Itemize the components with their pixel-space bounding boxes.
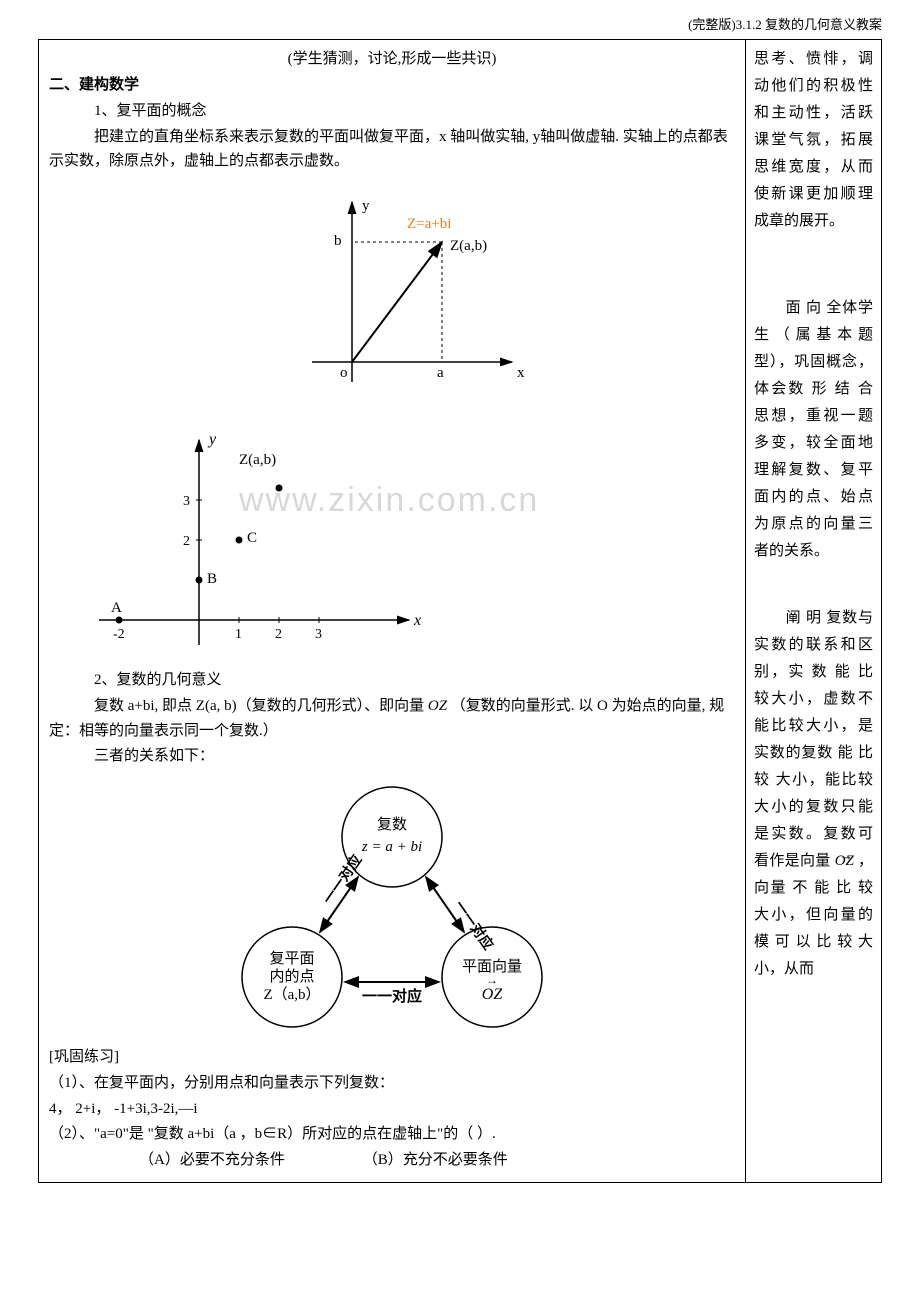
side-p1: 思考、愤悱，调动他们的积极性和主动性，活跃课堂气氛，拓展思维宽度，从而使新课更加… <box>754 46 873 235</box>
figure-1: y x o a b Z=a+bi Z(a,b) <box>49 182 735 412</box>
sub2-p2: 三者的关系如下： <box>49 744 735 769</box>
svg-text:x: x <box>517 365 525 381</box>
svg-text:C: C <box>247 530 257 546</box>
svg-text:A: A <box>111 600 122 616</box>
svg-text:复数: 复数 <box>377 815 407 833</box>
svg-text:B: B <box>207 571 217 587</box>
side-column: 思考、愤悱，调动他们的积极性和主动性，活跃课堂气氛，拓展思维宽度，从而使新课更加… <box>746 40 881 1182</box>
svg-text:内的点: 内的点 <box>269 968 314 985</box>
q2-text: （2）、"a=0"是 "复数 a+bi（a ，b∈R）所对应的点在虚轴上"的（ … <box>49 1122 735 1147</box>
q2-option-a: （A）必要不充分条件 <box>139 1148 359 1173</box>
side-p3a: 阐 明 复数与实数的联系和区别，实 数 能 比 较大小，虚数不能比较大小，是实数… <box>754 610 873 869</box>
sub1-title: 1、复平面的概念 <box>49 99 735 124</box>
svg-text:一一对应: 一一对应 <box>362 987 422 1005</box>
side-p2: 面 向 全体学生（属基本题型），巩固概念，体会数 形 结 合 思想，重视一题多变… <box>754 295 873 565</box>
content-table: (学生猜测，讨论,形成一些共识) 二、建构数学 1、复平面的概念 把建立的直角坐… <box>38 39 882 1183</box>
svg-text:a: a <box>437 365 444 381</box>
svg-text:一一对应: 一一对应 <box>451 898 497 954</box>
q1-text: （1）、在复平面内，分别用点和向量表示下列复数： <box>49 1071 735 1096</box>
svg-text:复平面: 复平面 <box>269 949 314 967</box>
svg-text:Z（a,b）: Z（a,b） <box>263 986 320 1003</box>
sub1-text: 把建立的直角坐标系来表示复数的平面叫做复平面，x 轴叫做实轴, y轴叫做虚轴. … <box>49 125 735 175</box>
doc-header: (完整版)3.1.2 复数的几何意义教案 <box>38 14 882 35</box>
intro-line: (学生猜测，讨论,形成一些共识) <box>49 47 735 72</box>
svg-text:3: 3 <box>183 494 190 509</box>
q2-options: （A）必要不充分条件 （B）充分不必要条件 <box>49 1148 735 1173</box>
svg-text:2: 2 <box>183 534 190 549</box>
svg-text:-2: -2 <box>113 627 125 642</box>
sub2-title: 2、复数的几何意义 <box>49 668 735 693</box>
main-column: (学生猜测，讨论,形成一些共识) 二、建构数学 1、复平面的概念 把建立的直角坐… <box>39 40 746 1182</box>
svg-text:z = a + bi: z = a + bi <box>361 839 422 855</box>
figure-3: 复数 z = a + bi 复平面 内的点 Z（a,b） 平面向量 → OZ 一… <box>49 777 735 1037</box>
svg-text:3: 3 <box>315 627 322 642</box>
side-p3b: ，向量 不 能 比 较大小，但向量的模可以比较大小，从而 <box>754 853 873 977</box>
svg-text:2: 2 <box>275 627 282 642</box>
side-p3: 阐 明 复数与实数的联系和区别，实 数 能 比 较大小，虚数不能比较大小，是实数… <box>754 605 873 983</box>
svg-text:y: y <box>207 431 217 448</box>
svg-text:Z=a+bi: Z=a+bi <box>407 216 451 232</box>
svg-text:→: → <box>486 973 498 987</box>
sub2-p1: 复数 a+bi, 即点 Z(a, b)（复数的几何形式）、即向量 → OZ （复… <box>49 694 735 744</box>
svg-text:o: o <box>340 365 348 381</box>
svg-text:x: x <box>413 612 421 629</box>
svg-text:b: b <box>334 233 342 249</box>
figure-2-wrap: www.zixin.com.cn -2 <box>49 420 735 660</box>
svg-text:Z(a,b): Z(a,b) <box>239 452 276 468</box>
practice-heading: [巩固练习] <box>49 1045 735 1070</box>
section-heading-2: 二、建构数学 <box>49 73 735 98</box>
svg-text:1: 1 <box>235 627 242 642</box>
svg-text:Z(a,b): Z(a,b) <box>450 238 487 254</box>
q2-option-b: （B）充分不必要条件 <box>363 1152 508 1168</box>
q1-values: 4， 2+i， -1+3i,3-2i,—i <box>49 1097 735 1122</box>
svg-text:y: y <box>362 198 370 214</box>
sub2-p1a: 复数 a+bi, 即点 Z(a, b)（复数的几何形式）、即向量 <box>94 698 424 714</box>
svg-text:OZ: OZ <box>482 986 504 1003</box>
